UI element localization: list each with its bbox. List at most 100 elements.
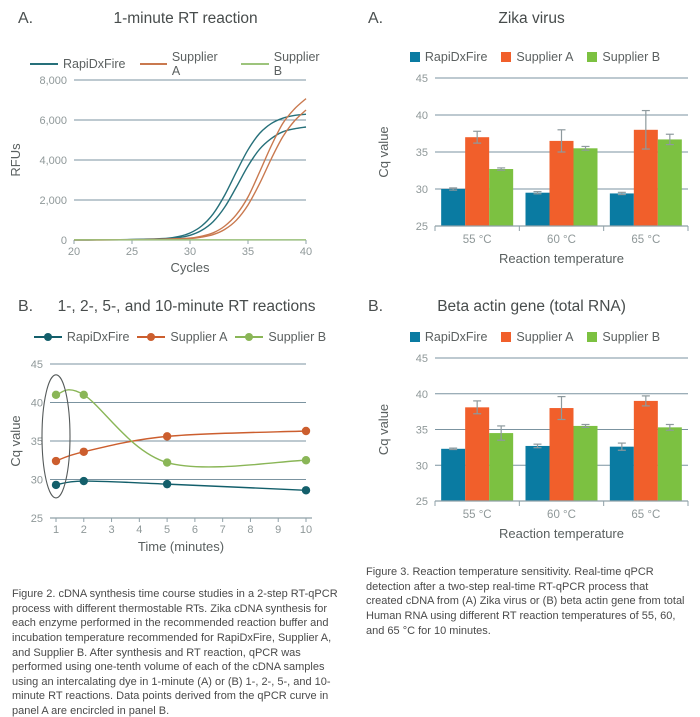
y-tick-label: 35: [416, 425, 428, 437]
legend-item: RapiDxFire: [33, 330, 130, 344]
category-label: 55 °C: [463, 234, 492, 246]
legend-label: Supplier B: [273, 50, 320, 78]
bar-rapidxfire: [525, 192, 550, 226]
bar-supplier-a: [465, 137, 490, 226]
data-point-dot: [162, 432, 172, 441]
bar-rapidxfire: [525, 445, 550, 501]
amplification-curve: [73, 113, 307, 241]
fig3-panel-b-label: B.: [368, 298, 384, 315]
y-axis-title: Cq value: [376, 404, 391, 455]
x-axis-title: Reaction temperature: [499, 251, 624, 266]
y-tick-label: 45: [416, 353, 428, 365]
x-tick-label: 10: [300, 524, 312, 536]
x-tick-label: 6: [192, 524, 198, 536]
x-tick-label: 35: [242, 246, 254, 258]
bar-supplier-a: [549, 408, 574, 501]
y-tick-label: 30: [416, 184, 428, 196]
bar-rapidxfire: [609, 193, 634, 226]
line-dot-marker-icon: [235, 333, 264, 341]
y-axis-title: RFUs: [8, 143, 23, 177]
y-tick-label: 25: [416, 221, 428, 233]
legend-label: Supplier A: [171, 50, 218, 78]
fig2-panel-b-title: 1-, 2-, 5-, and 10-minute RT reactions: [57, 298, 316, 315]
bar-supplier-b: [657, 427, 682, 501]
square-marker-icon: [409, 52, 420, 62]
x-tick-label: 20: [68, 246, 80, 258]
x-tick-label: 9: [275, 524, 281, 536]
category-label: 60 °C: [547, 234, 576, 246]
bar-supplier-a: [633, 400, 658, 501]
time-course-line: [55, 430, 307, 462]
x-tick-label: 2: [81, 524, 87, 536]
line-marker-icon: [30, 63, 58, 65]
y-tick-label: 25: [416, 496, 428, 508]
amplification-curve: [73, 109, 307, 241]
fig2-panel-a-title: 1-minute RT reaction: [113, 10, 258, 27]
fig2-panel-a-legend: RapiDxFire Supplier A Supplier B: [30, 50, 330, 78]
y-tick-label: 40: [416, 389, 428, 401]
fig2-panel-b-head: B. 1-, 2-, 5-, and 10-minute RT reaction…: [18, 298, 340, 316]
bar-rapidxfire: [441, 189, 466, 226]
legend-item: RapiDxFire: [409, 330, 488, 344]
data-point-dot: [51, 480, 61, 490]
fig3-panel-a-legend: RapiDxFire Supplier A Supplier B: [385, 50, 685, 64]
square-marker-icon: [587, 332, 598, 342]
square-marker-icon: [587, 52, 598, 62]
bar-supplier-a: [549, 140, 574, 226]
x-tick-label: 7: [220, 524, 226, 536]
legend-label: Supplier A: [516, 50, 574, 64]
legend-label: RapiDxFire: [424, 330, 488, 344]
y-tick-label: 30: [416, 460, 428, 472]
square-marker-icon: [501, 52, 512, 62]
category-label: 55 °C: [463, 509, 492, 521]
legend-item: Supplier A: [137, 330, 227, 344]
fig3-panel-a-title: Zika virus: [498, 10, 565, 27]
fig3-panel-a-head: A. Zika virus: [368, 10, 680, 28]
data-point-dot: [301, 456, 311, 465]
line-dot-marker-icon: [33, 333, 62, 341]
y-tick-label: 0: [61, 235, 67, 247]
bar-rapidxfire: [609, 446, 634, 501]
figure2-caption: Figure 2. cDNA synthesis time course stu…: [12, 588, 338, 717]
y-tick-label: 2,000: [39, 195, 67, 207]
x-tick-label: 8: [247, 524, 253, 536]
y-tick-label: 6,000: [39, 115, 67, 127]
fig2-panel-b-label: B.: [18, 298, 34, 315]
x-tick-label: 1: [53, 524, 59, 536]
line-marker-icon: [139, 63, 167, 65]
legend-item: Supplier A: [139, 50, 228, 78]
data-point-dot: [79, 476, 88, 486]
bar-supplier-b: [657, 139, 682, 226]
legend-item: RapiDxFire: [409, 50, 487, 64]
y-tick-label: 45: [31, 359, 43, 371]
data-point-dot: [301, 426, 311, 436]
category-label: 60 °C: [547, 509, 576, 521]
legend-item: Supplier B: [587, 330, 660, 344]
legend-label: Supplier B: [602, 330, 661, 344]
amplification-curve: [73, 126, 307, 241]
x-axis-title: Reaction temperature: [499, 526, 624, 541]
fig2-panel-b-legend: RapiDxFire Supplier A Supplier B: [30, 330, 330, 344]
fig3-panel-b-legend: RapiDxFire Supplier A Supplier B: [385, 330, 685, 344]
legend-item: Supplier B: [241, 50, 330, 78]
legend-label: Supplier B: [602, 50, 661, 64]
x-tick-label: 3: [108, 524, 114, 536]
square-marker-icon: [501, 332, 512, 342]
bar-supplier-b: [489, 433, 514, 501]
data-point-dot: [162, 458, 172, 467]
bar-supplier-b: [573, 425, 598, 501]
data-point-dot: [79, 390, 88, 399]
time-course-line: [55, 480, 307, 491]
amplification-line-chart: 0 2,000 4,000 6,000 8,000 RFUs 20 25 30 35 40 Cycle…: [8, 75, 312, 275]
x-tick-label: 5: [164, 524, 170, 536]
legend-item: RapiDxFire: [30, 57, 126, 71]
legend-label: RapiDxFire: [63, 57, 126, 71]
x-tick-label: 4: [136, 524, 142, 536]
beta-actin-bar-chart: 25 30 35 40 45 Cq value 55 °C 60 °C 65 °C Reactio…: [376, 353, 689, 541]
x-tick-label: 30: [184, 246, 196, 258]
y-tick-label: 35: [31, 436, 43, 448]
data-point-dot: [162, 479, 172, 489]
legend-label: RapiDxFire: [66, 330, 130, 344]
